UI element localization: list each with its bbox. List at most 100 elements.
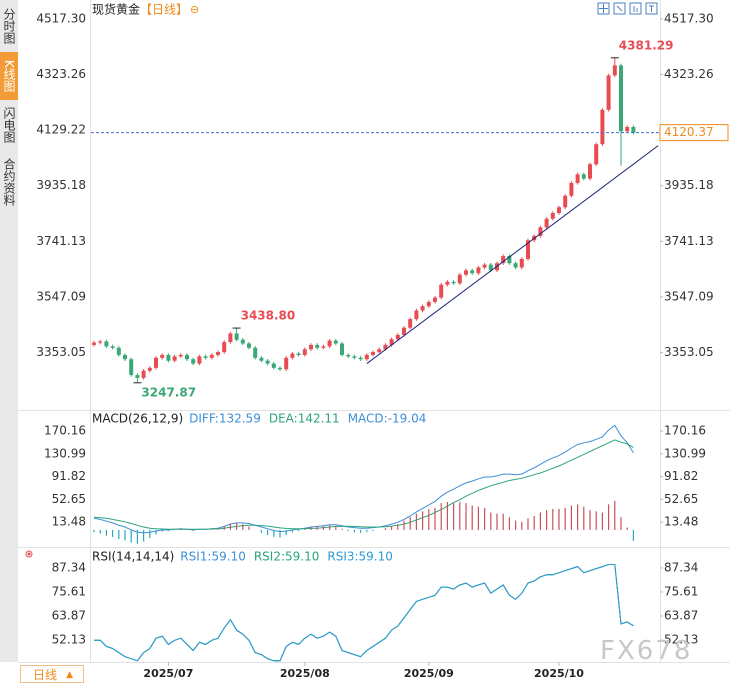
y-tick-label-right: 87.34 [664,560,698,574]
macd-bar [372,529,374,532]
macd-bar [130,529,132,543]
y-tick-label-right: 130.99 [664,446,706,460]
y-tick-label-right: 91.82 [664,469,698,483]
trend-line [366,145,659,364]
macd-bar [99,529,101,534]
candle-body [402,327,406,335]
candle-body [271,363,276,368]
macd-bar [136,529,138,544]
macd-bar [223,526,225,530]
macd-bar [279,529,281,538]
y-tick-label-right: 63.87 [664,608,698,622]
macd-bar [143,529,145,542]
candle-body [129,359,134,376]
legend-entry: DEA:142.11 [269,412,340,426]
candle-body [290,353,295,358]
candle-body [526,240,530,259]
candle-body [197,356,202,364]
tab[interactable]: 合约资料 [2,158,16,206]
macd-bar [310,526,312,530]
candle-body [426,301,431,307]
candle-body [98,341,103,343]
macd-bar [558,508,560,530]
y-tick-label-left: 3353.05 [36,345,86,359]
x-tick-label: 2025/09 [404,667,454,680]
macd-bar [546,510,548,530]
y-tick-label-right: 75.61 [664,584,698,598]
candle-body [538,227,543,236]
period-button[interactable]: 日线 ▲ [20,665,84,683]
toolbar-icons[interactable] [597,2,658,15]
y-tick-label-right: 3353.05 [664,345,714,359]
y-tick-label-left: 52.13 [52,633,86,647]
tool-icon[interactable] [613,2,626,15]
candle-body [216,352,220,355]
candle-body [519,258,524,268]
macd-bar [471,505,473,530]
macd-bar [242,524,244,530]
candle-body [123,354,127,360]
y-tick-label-right: 3547.09 [664,290,714,304]
candle-body [581,174,586,179]
series-line [94,564,634,662]
y-tick-label-left: 75.61 [52,584,86,598]
macd-bar [440,503,442,530]
macd-bar [124,529,126,541]
candle-body [619,65,623,132]
candle-body [172,356,177,361]
macd-bar [422,511,424,530]
macd-bar [384,528,386,530]
macd-bar [484,507,486,530]
tool-icon[interactable] [597,2,610,15]
candle-body [240,339,245,344]
macd-bar [521,521,523,530]
macd-bar [620,517,622,530]
y-tick-label-right: 52.13 [664,633,698,647]
candle-body [612,65,617,76]
macd-bar [285,529,287,536]
candle-body [228,333,233,343]
rsi-icon [25,550,33,558]
legend-entry: RSI3:59.10 [327,550,393,564]
y-tick-label-left: 91.82 [52,469,86,483]
panel-title: MACD(26,12,9) [92,412,183,426]
candle-body [352,356,357,358]
extreme-label: 4381.29 [619,38,674,52]
candle-body [154,357,158,368]
candle-body [588,164,592,179]
candle-body [234,333,239,340]
macd-bar [428,508,430,530]
candle-body [383,344,388,350]
macd-bar [539,512,541,530]
extreme-label: 3438.80 [241,309,296,323]
candle-body [507,256,512,264]
tool-icon[interactable] [629,2,642,15]
last-price-label: 4120.37 [664,125,714,139]
candle-body [550,213,555,219]
tab[interactable]: 闪电图 [2,107,16,143]
macd-bar [453,503,455,530]
candle-body [203,356,208,358]
y-tick-label-left: 52.65 [52,492,86,506]
macd-bar [217,528,219,530]
macd-bar [415,513,417,530]
tab[interactable]: 分时图 [2,8,16,44]
candle-body [284,357,289,370]
panel-title: RSI(14,14,14) [92,550,174,564]
y-tick-label-right: 13.48 [664,515,698,529]
macd-bar [490,512,492,530]
candle-body [185,354,189,360]
tool-icon[interactable] [645,2,658,15]
tab-active[interactable]: K线图 [0,52,18,100]
candle-body [488,264,493,271]
zoom-icon[interactable]: ⊖ [190,3,199,16]
macd-bar [632,529,634,541]
candle-body [414,310,419,320]
candle-body [631,126,636,133]
candle-body [166,354,171,361]
candle-body [135,375,140,378]
candle-body [395,334,400,340]
y-tick-label-left: 63.87 [52,608,86,622]
candle-body [439,284,444,298]
